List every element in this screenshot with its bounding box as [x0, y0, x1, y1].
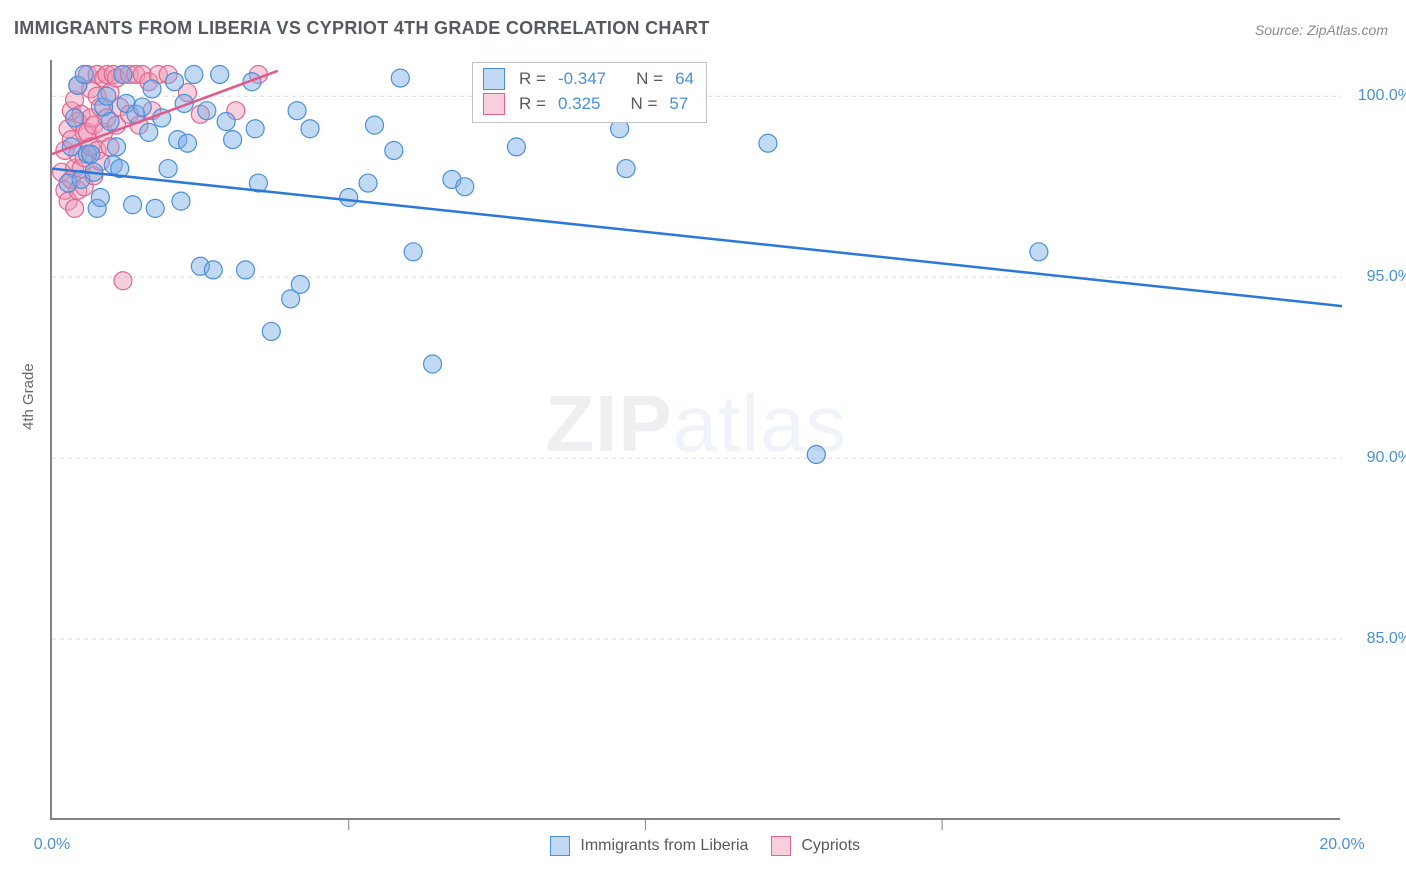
data-point [301, 120, 319, 138]
data-point [359, 174, 377, 192]
n-label: N = [630, 92, 657, 117]
swatch-icon [771, 836, 791, 856]
data-point [101, 113, 119, 131]
data-point [211, 65, 229, 83]
data-point [237, 261, 255, 279]
chart-plot-area: ZIPatlas R = -0.347 N = 64 R = 0.325 N =… [50, 60, 1340, 820]
data-point [291, 275, 309, 293]
data-point [159, 160, 177, 178]
data-point [140, 123, 158, 141]
data-point [224, 131, 242, 149]
data-point [807, 445, 825, 463]
r-label: R = [519, 67, 546, 92]
r-value: 0.325 [558, 92, 601, 117]
data-point [366, 116, 384, 134]
data-point [66, 109, 84, 127]
data-point [133, 98, 151, 116]
data-point [507, 138, 525, 156]
data-point [91, 189, 109, 207]
source-credit: Source: ZipAtlas.com [1255, 22, 1388, 38]
stats-row: R = -0.347 N = 64 [483, 67, 694, 92]
n-label: N = [636, 67, 663, 92]
y-axis-label: 4th Grade [20, 363, 37, 430]
data-point [172, 192, 190, 210]
stats-row: R = 0.325 N = 57 [483, 92, 694, 117]
data-point [114, 65, 132, 83]
data-point [204, 261, 222, 279]
data-point [166, 73, 184, 91]
swatch-icon [483, 68, 505, 90]
data-point [340, 189, 358, 207]
y-tick-label: 85.0% [1367, 630, 1406, 648]
r-label: R = [519, 92, 546, 117]
data-point [146, 199, 164, 217]
data-point [82, 145, 100, 163]
y-tick-label: 95.0% [1367, 268, 1406, 286]
data-point [424, 355, 442, 373]
legend-label: Cypriots [801, 837, 860, 854]
data-point [404, 243, 422, 261]
data-point [124, 196, 142, 214]
data-point [288, 102, 306, 120]
data-point [98, 87, 116, 105]
x-tick-label: 20.0% [1319, 836, 1364, 854]
y-tick-label: 90.0% [1367, 449, 1406, 467]
data-point [143, 80, 161, 98]
data-point [75, 65, 93, 83]
data-point [114, 272, 132, 290]
data-point [617, 160, 635, 178]
series-legend: Immigrants from Liberia Cypriots [52, 836, 1340, 856]
swatch-icon [550, 836, 570, 856]
data-point [198, 102, 216, 120]
swatch-icon [483, 93, 505, 115]
plot-svg [52, 60, 1340, 818]
n-value: 57 [669, 92, 688, 117]
data-point [66, 199, 84, 217]
data-point [759, 134, 777, 152]
data-point [1030, 243, 1048, 261]
legend-label: Immigrants from Liberia [580, 837, 748, 854]
data-point [262, 322, 280, 340]
data-point [391, 69, 409, 87]
data-point [217, 113, 235, 131]
chart-title: IMMIGRANTS FROM LIBERIA VS CYPRIOT 4TH G… [14, 18, 710, 39]
data-point [246, 120, 264, 138]
data-point [178, 134, 196, 152]
data-point [108, 138, 126, 156]
x-tick-label: 0.0% [34, 836, 70, 854]
r-value: -0.347 [558, 67, 606, 92]
trend-line [52, 169, 1342, 307]
data-point [385, 141, 403, 159]
stats-box: R = -0.347 N = 64 R = 0.325 N = 57 [472, 62, 707, 123]
n-value: 64 [675, 67, 694, 92]
data-point [456, 178, 474, 196]
y-tick-label: 100.0% [1358, 87, 1406, 105]
data-point [185, 65, 203, 83]
